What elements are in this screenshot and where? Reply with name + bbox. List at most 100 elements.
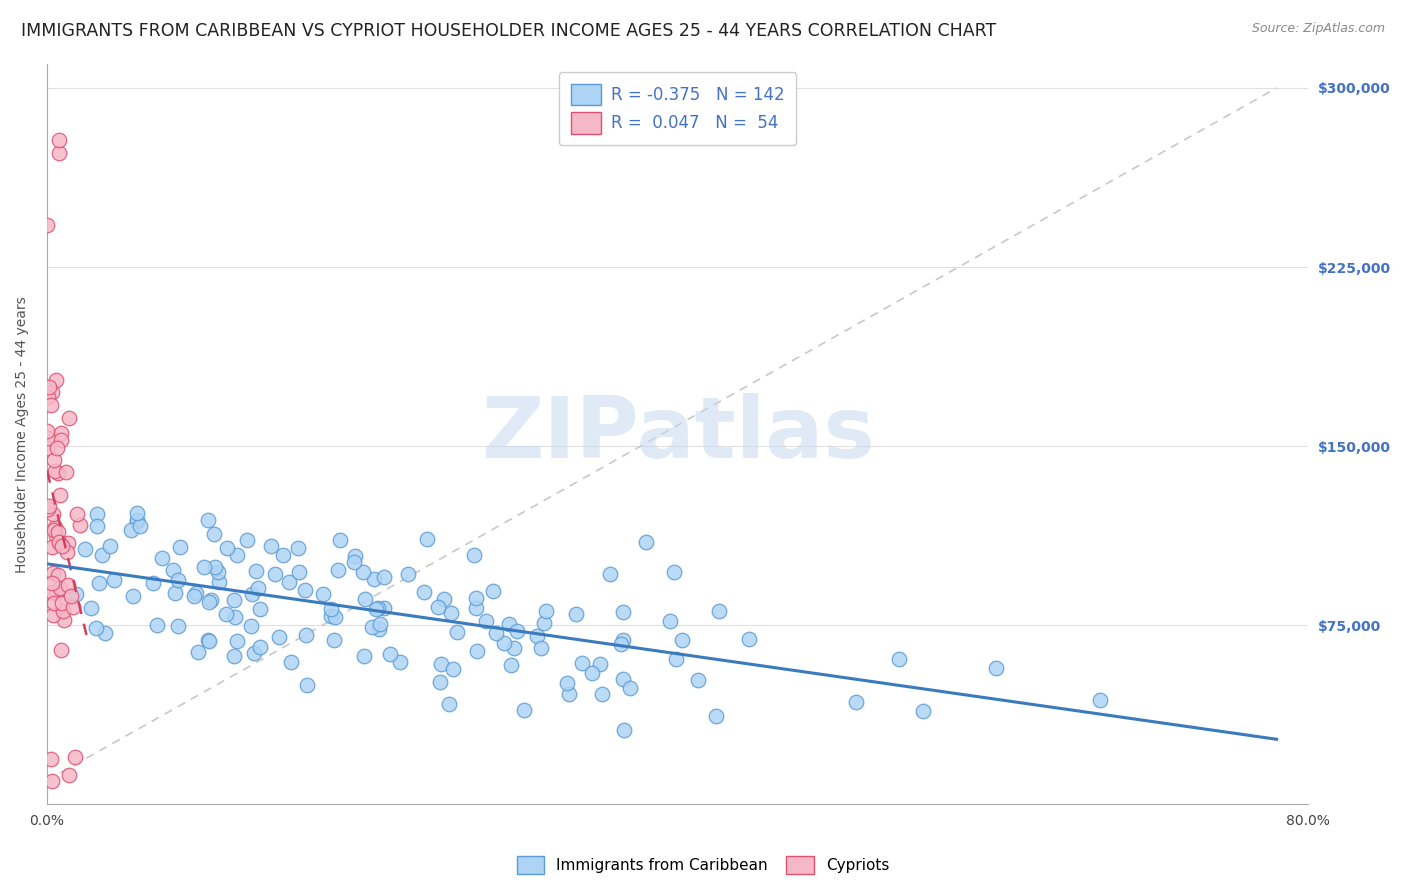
Point <box>41 540 63 554</box>
Point <box>591 687 613 701</box>
Point <box>166 619 188 633</box>
Point <box>38 500 60 514</box>
Point <box>44 465 66 479</box>
Point <box>37 391 59 405</box>
Point <box>323 610 346 624</box>
Point <box>280 655 302 669</box>
Point <box>204 560 226 574</box>
Point <box>41 576 63 591</box>
Point <box>311 587 333 601</box>
Point <box>39 398 62 412</box>
Point <box>364 602 387 616</box>
Point <box>636 534 658 549</box>
Point <box>277 575 299 590</box>
Point <box>612 633 634 648</box>
Point <box>613 723 636 738</box>
Point <box>498 616 520 631</box>
Point <box>208 574 231 589</box>
Point <box>202 526 225 541</box>
Point <box>45 529 67 543</box>
Point <box>75 541 97 556</box>
Point <box>52 613 75 627</box>
Point <box>619 681 641 695</box>
Point <box>465 591 488 606</box>
Point <box>555 676 578 690</box>
Point <box>475 614 498 628</box>
Point <box>530 640 553 655</box>
Point <box>37 218 59 232</box>
Point <box>534 604 557 618</box>
Point <box>200 592 222 607</box>
Point <box>128 519 150 533</box>
Point <box>446 625 468 640</box>
Point <box>48 145 70 160</box>
Point <box>378 647 401 661</box>
Point <box>46 466 69 480</box>
Point <box>247 582 270 596</box>
Point <box>98 539 121 553</box>
Point <box>533 615 555 630</box>
Point <box>207 566 229 580</box>
Point <box>215 607 238 621</box>
Point <box>187 645 209 659</box>
Point <box>103 573 125 587</box>
Point <box>120 523 142 537</box>
Point <box>612 672 634 686</box>
Point <box>352 565 374 579</box>
Point <box>58 411 80 425</box>
Point <box>370 617 392 632</box>
Point <box>150 551 173 566</box>
Point <box>49 643 72 657</box>
Point <box>197 633 219 648</box>
Point <box>45 585 67 599</box>
Point <box>51 596 73 610</box>
Point <box>197 513 219 527</box>
Point <box>353 649 375 664</box>
Point <box>738 632 761 646</box>
Point <box>433 591 456 606</box>
Point <box>526 629 548 643</box>
Point <box>42 566 65 580</box>
Point <box>162 563 184 577</box>
Point <box>49 434 72 448</box>
Point <box>42 596 65 610</box>
Point <box>499 658 522 673</box>
Point <box>610 636 633 650</box>
Point <box>271 548 294 562</box>
Point <box>440 606 463 620</box>
Point <box>122 589 145 603</box>
Point <box>288 566 311 580</box>
Point <box>571 656 593 670</box>
Point <box>46 525 69 540</box>
Point <box>343 556 366 570</box>
Point <box>39 752 62 766</box>
Point <box>44 523 66 537</box>
Point <box>373 600 395 615</box>
Point <box>321 608 343 623</box>
Point <box>441 662 464 676</box>
Point <box>37 431 59 445</box>
Point <box>51 539 73 553</box>
Point <box>329 533 352 548</box>
Point <box>125 514 148 528</box>
Point <box>94 626 117 640</box>
Y-axis label: Householder Income Ages 25 - 44 years: Householder Income Ages 25 - 44 years <box>15 296 30 573</box>
Point <box>427 599 450 614</box>
Point <box>367 600 389 615</box>
Point <box>37 425 59 439</box>
Point <box>142 576 165 591</box>
Point <box>243 647 266 661</box>
Point <box>267 630 290 644</box>
Text: ZIPatlas: ZIPatlas <box>481 392 875 475</box>
Point <box>69 517 91 532</box>
Point <box>373 570 395 584</box>
Point <box>146 618 169 632</box>
Point <box>911 705 934 719</box>
Point <box>465 601 488 615</box>
Point <box>581 665 603 680</box>
Point <box>48 537 70 551</box>
Point <box>260 539 283 553</box>
Point <box>482 583 505 598</box>
Point <box>589 657 612 672</box>
Point <box>485 626 508 640</box>
